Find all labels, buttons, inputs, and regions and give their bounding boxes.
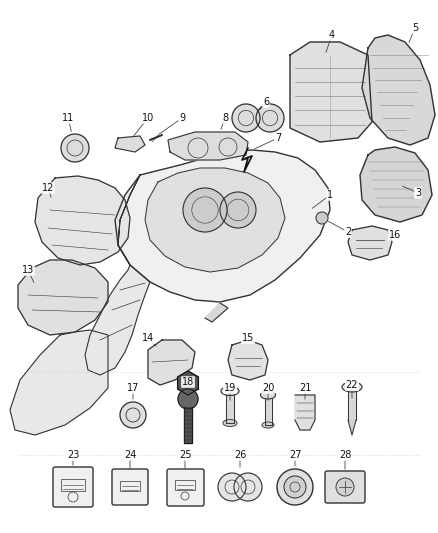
- Text: 21: 21: [299, 383, 311, 393]
- Polygon shape: [177, 371, 198, 395]
- Text: 22: 22: [346, 380, 358, 390]
- Polygon shape: [10, 330, 108, 435]
- Polygon shape: [348, 226, 392, 260]
- Circle shape: [316, 212, 328, 224]
- Text: 13: 13: [22, 265, 34, 275]
- Text: 8: 8: [222, 113, 228, 123]
- Polygon shape: [290, 42, 372, 142]
- Circle shape: [256, 104, 284, 132]
- Text: 16: 16: [389, 230, 401, 240]
- Bar: [61, 479, 85, 491]
- Text: 3: 3: [415, 188, 421, 198]
- Circle shape: [232, 104, 260, 132]
- Text: 23: 23: [67, 450, 79, 460]
- Text: 20: 20: [262, 383, 274, 393]
- Circle shape: [220, 192, 256, 228]
- Ellipse shape: [221, 386, 239, 395]
- Text: 7: 7: [275, 133, 281, 143]
- Ellipse shape: [261, 391, 276, 399]
- Circle shape: [218, 473, 246, 501]
- Polygon shape: [85, 175, 150, 375]
- Text: 26: 26: [234, 450, 246, 460]
- Text: 5: 5: [412, 23, 418, 33]
- Circle shape: [277, 469, 313, 505]
- Polygon shape: [35, 176, 130, 265]
- Text: 1: 1: [327, 190, 333, 200]
- Polygon shape: [295, 395, 315, 430]
- Circle shape: [61, 134, 89, 162]
- FancyBboxPatch shape: [167, 469, 204, 506]
- Circle shape: [336, 478, 354, 496]
- FancyBboxPatch shape: [325, 471, 365, 503]
- Ellipse shape: [223, 419, 237, 426]
- Text: 28: 28: [339, 450, 351, 460]
- Ellipse shape: [262, 422, 274, 428]
- Text: 11: 11: [62, 113, 74, 123]
- Text: 9: 9: [179, 113, 185, 123]
- Circle shape: [284, 476, 306, 498]
- Ellipse shape: [342, 382, 362, 392]
- Circle shape: [183, 188, 227, 232]
- Text: 25: 25: [179, 450, 191, 460]
- Polygon shape: [168, 132, 248, 160]
- Text: 19: 19: [224, 383, 236, 393]
- Text: 4: 4: [329, 30, 335, 40]
- Polygon shape: [18, 260, 108, 335]
- Polygon shape: [228, 340, 268, 380]
- Text: 15: 15: [242, 333, 254, 343]
- Text: 24: 24: [124, 450, 136, 460]
- Polygon shape: [115, 136, 145, 152]
- Polygon shape: [205, 303, 228, 322]
- Text: 10: 10: [142, 113, 154, 123]
- Bar: [175, 480, 195, 490]
- Polygon shape: [115, 150, 330, 302]
- Circle shape: [234, 473, 262, 501]
- Polygon shape: [145, 168, 285, 272]
- Polygon shape: [148, 340, 195, 385]
- Polygon shape: [348, 420, 356, 435]
- Text: 12: 12: [42, 183, 54, 193]
- Text: 6: 6: [263, 97, 269, 107]
- Circle shape: [120, 402, 146, 428]
- Text: 2: 2: [345, 227, 351, 237]
- Bar: [120, 481, 140, 491]
- Text: 17: 17: [127, 383, 139, 393]
- FancyBboxPatch shape: [112, 469, 148, 505]
- Text: 18: 18: [182, 377, 194, 387]
- Polygon shape: [360, 147, 432, 222]
- Polygon shape: [362, 35, 435, 145]
- Circle shape: [178, 389, 198, 409]
- Text: 14: 14: [142, 333, 154, 343]
- Text: 27: 27: [289, 450, 301, 460]
- FancyBboxPatch shape: [53, 467, 93, 507]
